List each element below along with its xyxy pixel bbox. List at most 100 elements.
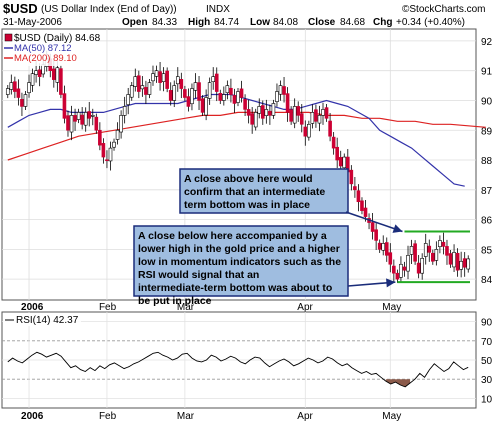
candle [445,239,449,265]
candle-body [239,88,244,98]
candle-body [98,129,102,146]
candle [441,232,446,255]
candle [90,108,95,126]
upper-arrow-head [392,224,403,233]
rsi-y-axis: 10 30 50 70 90 [481,318,493,406]
candle-body [399,263,403,278]
candle [161,67,166,92]
candle-body [377,242,382,250]
price-legend-swatch [4,33,13,42]
candle-body [214,73,219,92]
candle [282,76,286,103]
candle [420,253,424,280]
rsi-legend-box [3,313,81,326]
candle-body [144,87,148,95]
open-value: 84.33 [152,17,177,28]
candle-body [168,90,173,101]
chg-label: Chg [373,17,392,28]
upper-arrow-shaft [345,211,403,233]
candle-body [105,159,109,162]
candle-body [243,98,247,110]
open-label: Open [122,17,148,28]
candle-body [133,76,138,87]
candle [183,85,187,102]
candle-body [370,222,375,232]
candle-body [122,106,127,116]
candle-body [62,93,67,119]
candle [402,261,407,277]
candle [416,255,421,279]
candle [310,104,315,129]
candle [434,241,439,266]
candle-body [353,186,357,191]
price-x-axis: 2006 Feb Mar Apr May [21,302,401,313]
price-y-tick-label: 91 [481,67,493,78]
candle-body [83,112,88,126]
candle-body [55,67,60,83]
candle-body [420,258,424,274]
candle-body [324,107,329,119]
candle [66,110,70,137]
candle [257,98,262,119]
candle-body [296,106,301,116]
candle-body [112,141,116,148]
candle [197,76,201,111]
rsi-x-tick-label: Feb [99,411,117,422]
candle-body [190,88,194,105]
candle-body [331,136,336,149]
candle-body [268,110,272,116]
annotation-upper-box [179,168,349,214]
candle [253,108,258,131]
candle-body [140,85,145,90]
candle [229,78,233,103]
candle-body [129,85,134,98]
candle [207,77,212,105]
candle [459,251,463,278]
candle-body [218,93,223,101]
candle [356,184,361,212]
candle-body [413,243,417,262]
candle-body [253,112,258,128]
candle [133,68,138,92]
candle-body [416,262,421,274]
candle-body [76,112,81,120]
candle [271,99,276,119]
candle-body [179,79,184,89]
candle-body [151,73,155,82]
candle [303,120,308,146]
candle [374,223,378,250]
candle-body [37,69,42,77]
candle-body [59,68,63,95]
rsi-x-tick-label: 2006 [21,411,44,422]
chart-description: (US Dollar Index (End of Day)) [41,4,177,15]
candle [438,235,442,254]
candle [384,237,389,262]
candle [105,150,109,169]
annotation-lower-box [133,225,349,297]
candle-body [441,241,446,247]
candle [225,80,230,100]
rsi-x-axis: 2006 Feb Mar Apr May [21,411,401,422]
candle [80,107,84,130]
candle-body [41,64,45,75]
candle [423,233,428,265]
candle [69,105,74,141]
lower-arrow-head [386,278,396,288]
candle [108,141,113,171]
candle [392,259,396,283]
candle [168,82,173,106]
candle [151,65,155,86]
candle-body [34,70,38,75]
rsi-y-tick-label: 70 [481,337,493,348]
candle [222,86,226,106]
candle [9,74,14,95]
candle [243,94,247,116]
candle-body [90,115,95,117]
candle-body [73,115,77,122]
rsi-y-tick-label: 50 [481,356,493,367]
candle [119,110,123,139]
candle-body [16,88,21,98]
price-y-tick-label: 87 [481,186,493,197]
rsi-y-tick-label: 10 [481,394,493,405]
candle-body [388,252,393,265]
